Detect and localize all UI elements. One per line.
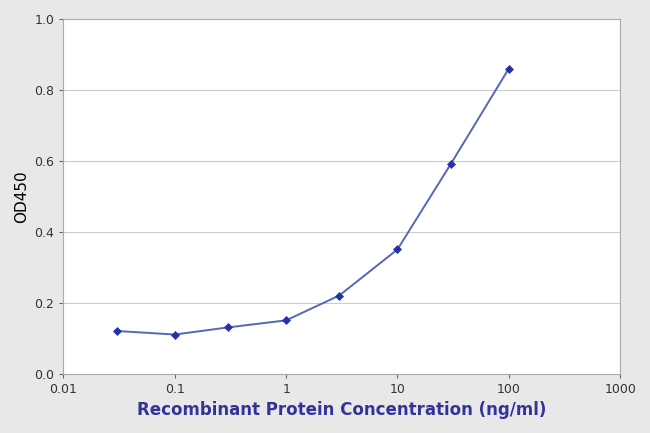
Y-axis label: OD450: OD450 <box>14 170 29 223</box>
X-axis label: Recombinant Protein Concentration (ng/ml): Recombinant Protein Concentration (ng/ml… <box>137 401 547 419</box>
